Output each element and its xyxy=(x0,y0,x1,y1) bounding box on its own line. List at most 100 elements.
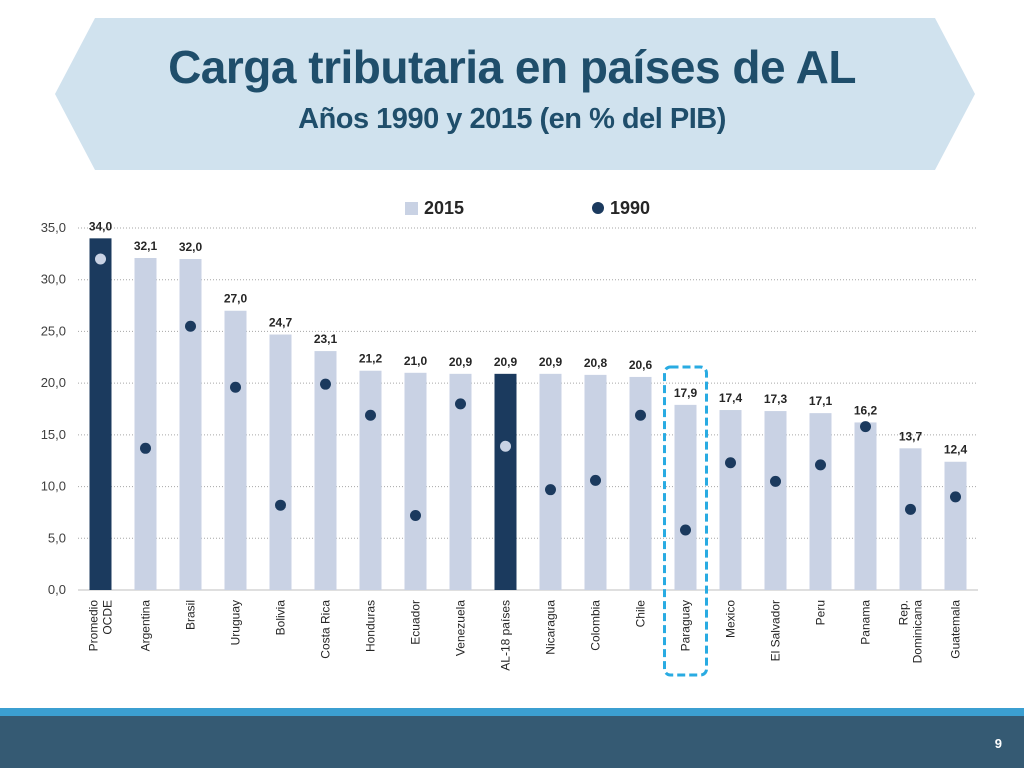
dot-1990 xyxy=(815,459,826,471)
data-label: 13,7 xyxy=(899,429,923,443)
data-label: 20,9 xyxy=(539,355,563,369)
x-category-label: Uruguay xyxy=(229,600,243,645)
x-category-label-line: AL-18 países xyxy=(499,600,513,671)
y-tick-label: 30,0 xyxy=(41,272,66,287)
dot-1990 xyxy=(320,378,331,390)
x-category-label: El Salvador xyxy=(769,600,783,661)
x-category-label-line: El Salvador xyxy=(769,600,783,661)
x-category-label: Panama xyxy=(859,600,873,645)
bar-2015 xyxy=(719,410,742,590)
footer-accent-strip xyxy=(0,708,1024,716)
dot-1990 xyxy=(410,510,421,522)
dot-1990 xyxy=(725,457,736,469)
bar-2015 xyxy=(134,257,157,590)
bar-2015 xyxy=(224,310,247,590)
bar-2015 xyxy=(629,376,652,590)
page-number: 9 xyxy=(994,736,1002,751)
data-label: 32,1 xyxy=(134,239,158,253)
data-label: 17,1 xyxy=(809,394,833,408)
x-category-label-line: Brasil xyxy=(184,600,198,630)
data-label: 17,3 xyxy=(764,392,788,406)
data-label: 20,6 xyxy=(629,358,653,372)
y-tick-label: 20,0 xyxy=(41,375,66,390)
banner-hexagon xyxy=(55,18,975,170)
dot-1990 xyxy=(770,475,781,487)
data-label: 20,9 xyxy=(449,355,473,369)
bar-2015 xyxy=(269,334,292,590)
data-label: 27,0 xyxy=(224,292,248,306)
dot-1990 xyxy=(950,491,961,503)
footer-bar: 9 xyxy=(0,716,1024,768)
x-category-label-line: Uruguay xyxy=(229,600,243,645)
x-category-label-line: Chile xyxy=(634,600,648,628)
x-category-label-line: Bolivia xyxy=(274,600,288,636)
bar-2015 xyxy=(854,422,877,590)
bar-2015 xyxy=(944,461,967,590)
x-category-label-line: Paraguay xyxy=(679,600,693,651)
dot-1990 xyxy=(590,474,601,486)
x-category-label: Rep.Dominicana xyxy=(897,600,925,664)
data-label: 17,4 xyxy=(719,391,743,405)
dot-1990 xyxy=(500,440,511,452)
data-label: 21,2 xyxy=(359,352,383,366)
data-label: 21,0 xyxy=(404,354,428,368)
x-category-label: Mexico xyxy=(724,600,738,638)
dot-1990 xyxy=(860,421,871,433)
bar-2015 xyxy=(494,373,517,590)
x-category-label-line: Nicaragua xyxy=(544,600,558,655)
data-label: 23,1 xyxy=(314,332,338,346)
x-category-label: Ecuador xyxy=(409,600,423,645)
x-category-label-line: Mexico xyxy=(724,600,738,638)
dot-1990 xyxy=(230,381,241,393)
x-category-label: Honduras xyxy=(364,600,378,652)
x-category-label-line: OCDE xyxy=(101,600,115,635)
tax-burden-chart: 0,0 5,0 10,0 15,0 20,0 25,0 30,0 35,0 2015 1990 34… xyxy=(41,198,978,677)
x-category-label-line: Colombia xyxy=(589,600,603,651)
x-category-label-line: Honduras xyxy=(364,600,378,652)
dot-1990 xyxy=(680,524,691,536)
x-category-label-line: Dominicana xyxy=(911,600,925,664)
x-category-label: Colombia xyxy=(589,600,603,651)
x-category-label-line: Costa Rica xyxy=(319,600,333,659)
x-category-label: Brasil xyxy=(184,600,198,630)
x-category-label: PromedioOCDE xyxy=(87,600,115,652)
x-category-label: Guatemala xyxy=(949,600,963,659)
bar-2015 xyxy=(359,370,382,590)
dot-1990 xyxy=(185,320,196,332)
data-label: 12,4 xyxy=(944,443,968,457)
highlight-box-paraguay xyxy=(663,365,708,677)
data-label: 32,0 xyxy=(179,240,203,254)
bar-2015 xyxy=(809,413,832,590)
dot-1990 xyxy=(545,484,556,496)
x-category-label-line: Panama xyxy=(859,600,873,645)
y-tick-label: 5,0 xyxy=(48,530,66,545)
data-label: 34,0 xyxy=(89,219,113,233)
bar-2015 xyxy=(899,448,922,590)
x-category-label: Peru xyxy=(814,600,828,625)
dot-1990 xyxy=(275,499,286,511)
slide-title: Carga tributaria en países de AL xyxy=(168,41,856,93)
legend-label-1990: 1990 xyxy=(610,198,650,218)
x-category-label-line: Argentina xyxy=(139,600,153,652)
dot-1990 xyxy=(635,409,646,421)
data-label: 24,7 xyxy=(269,316,293,330)
x-category-label-line: Peru xyxy=(814,600,828,625)
x-category-label-line: Guatemala xyxy=(949,600,963,659)
y-tick-label: 0,0 xyxy=(48,582,66,597)
y-tick-label: 25,0 xyxy=(41,323,66,338)
bar-2015 xyxy=(539,373,562,590)
x-category-label: AL-18 países xyxy=(499,600,513,671)
x-category-label-line: Rep. xyxy=(897,600,911,625)
dot-1990 xyxy=(95,253,106,265)
x-category-label: Paraguay xyxy=(679,600,693,651)
bar-2015 xyxy=(404,372,427,590)
dot-1990 xyxy=(365,409,376,421)
data-label: 20,9 xyxy=(494,355,518,369)
x-category-label: Bolivia xyxy=(274,600,288,636)
legend-marker-1990 xyxy=(592,202,604,214)
data-label: 17,9 xyxy=(674,386,698,400)
dot-1990 xyxy=(455,398,466,410)
x-category-label: Argentina xyxy=(139,600,153,652)
bar-2015 xyxy=(314,351,337,590)
x-category-label-line: Ecuador xyxy=(409,600,423,645)
